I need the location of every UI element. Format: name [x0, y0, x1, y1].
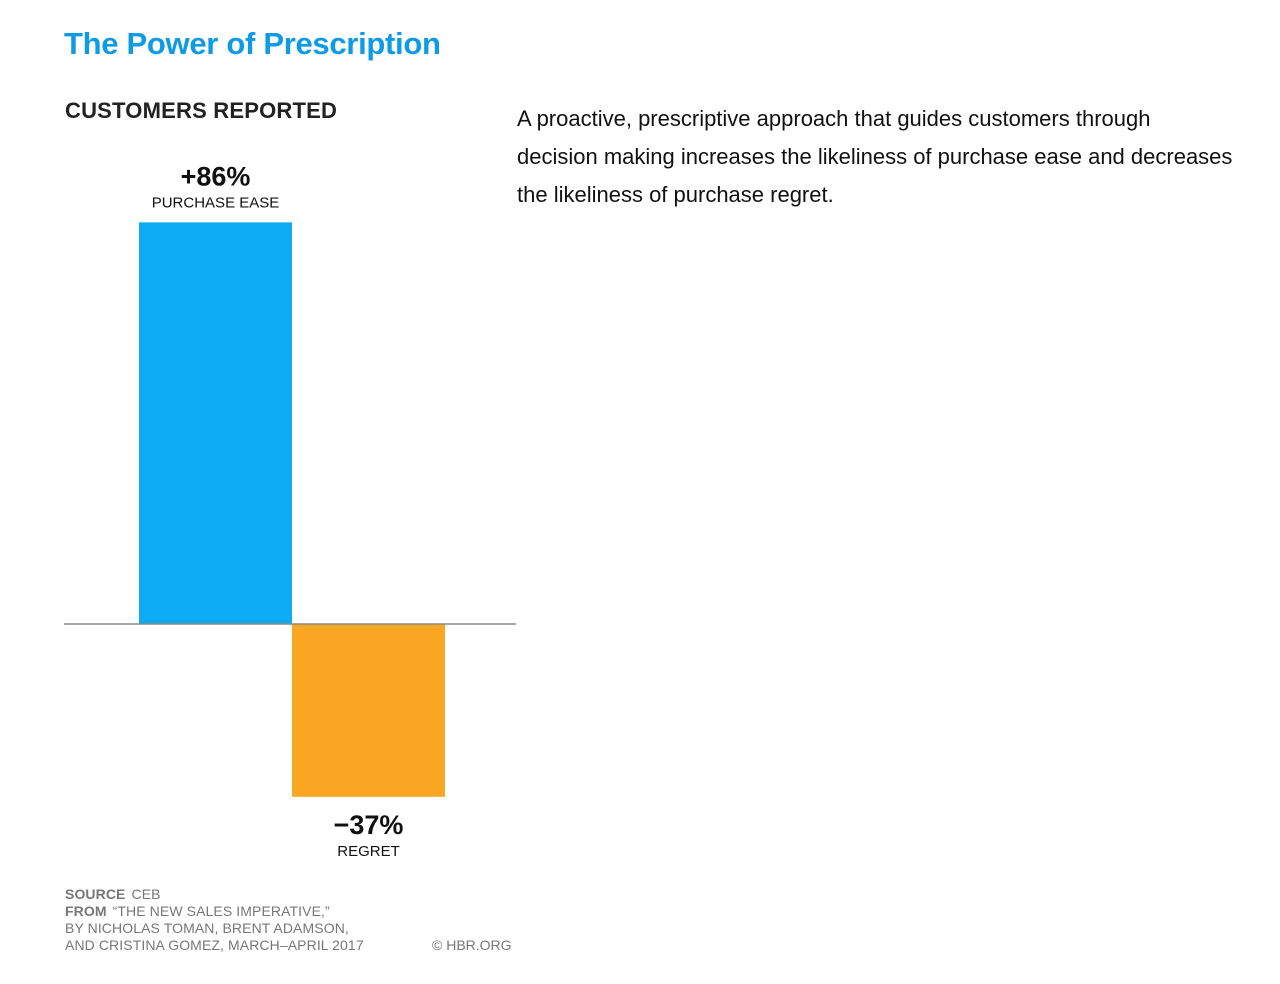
from-title: “THE NEW SALES IMPERATIVE,” [112, 903, 330, 919]
from-key: FROM [65, 903, 107, 919]
bar-purchase-ease [139, 222, 292, 624]
bar-regret [292, 624, 445, 797]
from-date-line: AND CRISTINA GOMEZ, MARCH–APRIL 2017 [65, 937, 364, 953]
from-authors-line: BY NICHOLAS TOMAN, BRENT ADAMSON, [65, 920, 349, 936]
from-line: FROM “THE NEW SALES IMPERATIVE,” [65, 903, 364, 920]
category-label-purchase-ease: PURCHASE EASE [152, 194, 280, 211]
source-footer: SOURCE CEB FROM “THE NEW SALES IMPERATIVE,… [65, 886, 364, 954]
value-label-regret: −37% [334, 810, 404, 840]
source-line: SOURCE CEB [65, 886, 364, 903]
source-key: SOURCE [65, 886, 126, 902]
value-label-purchase-ease: +86% [181, 161, 251, 191]
chart-description: A proactive, prescriptive approach that … [517, 106, 1233, 207]
source-value: CEB [131, 886, 161, 902]
chart-title: The Power of Prescription [64, 26, 441, 61]
chart-subtitle: CUSTOMERS REPORTED [65, 98, 338, 123]
copyright: © HBR.ORG [432, 937, 512, 953]
category-label-regret: REGRET [337, 843, 400, 860]
